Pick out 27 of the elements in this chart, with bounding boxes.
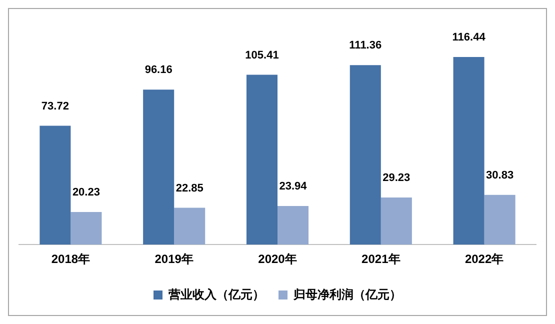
x-tick-label: 2020年	[258, 252, 297, 266]
x-tick-label: 2022年	[464, 252, 504, 266]
bar	[380, 198, 412, 245]
data-label: 105.41	[245, 49, 279, 62]
legend-label: 营业收入（亿元）	[168, 287, 264, 302]
bar	[40, 126, 71, 245]
bar	[143, 90, 174, 245]
legend-label: 归母净利润（亿元）	[292, 287, 402, 302]
data-label: 20.23	[72, 186, 100, 199]
bar	[453, 56, 484, 245]
x-tick-label: 2018年	[51, 252, 90, 266]
data-label: 73.72	[41, 100, 69, 112]
data-label: 30.83	[486, 169, 514, 182]
bar	[70, 212, 102, 245]
bar	[246, 74, 278, 245]
data-label: 116.44	[452, 31, 486, 44]
bar	[174, 208, 206, 245]
bar	[350, 65, 381, 245]
x-tick-label: 2021年	[362, 252, 400, 266]
data-label: 23.94	[279, 180, 308, 193]
data-label: 96.16	[144, 64, 172, 76]
bar	[278, 206, 309, 245]
bar	[484, 194, 516, 245]
data-label: 22.85	[176, 182, 204, 194]
data-label: 29.23	[382, 172, 410, 184]
data-label: 111.36	[349, 40, 382, 52]
x-tick-label: 2019年	[154, 252, 194, 266]
